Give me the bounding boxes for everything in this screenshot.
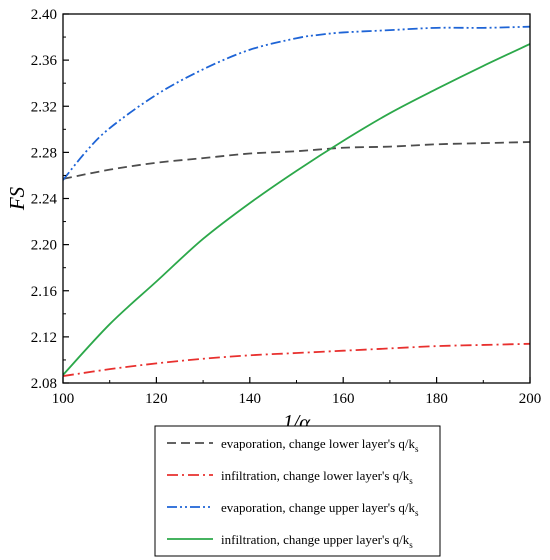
legend-label-subscript: s bbox=[415, 444, 419, 454]
x-tick-label-3: 140 bbox=[239, 391, 262, 407]
x-tick-label-1: 100 bbox=[52, 391, 75, 407]
x-tick-label-4: 160 bbox=[332, 391, 355, 407]
series-line-2 bbox=[63, 342, 530, 377]
series-line-1 bbox=[63, 141, 530, 180]
y-axis-title: FS bbox=[5, 186, 29, 211]
y-tick-label-3: 2.16 bbox=[31, 284, 58, 300]
y-tick-label-8: 2.36 bbox=[31, 53, 58, 69]
legend-label-text: infiltration, change lower layer's q/k bbox=[221, 468, 410, 483]
y-tick-label-1: 2.08 bbox=[31, 376, 57, 392]
legend-label-subscript: s bbox=[409, 476, 413, 486]
legend-label-subscript: s bbox=[415, 508, 419, 518]
legend-label-subscript: s bbox=[409, 540, 413, 550]
legend-label-text: evaporation, change upper layer's q/k bbox=[221, 500, 416, 515]
legend-label-text: infiltration, change upper layer's q/k bbox=[221, 532, 410, 547]
y-tick-label-6: 2.28 bbox=[31, 145, 57, 161]
x-tick-label-5: 180 bbox=[425, 391, 448, 407]
x-tick-label-2: 120 bbox=[145, 391, 168, 407]
legend-label-1: evaporation, change lower layer's q/ks bbox=[221, 436, 419, 454]
y-tick-label-5: 2.24 bbox=[31, 192, 58, 208]
x-tick-label-6: 200 bbox=[519, 391, 542, 407]
legend-label-4: infiltration, change upper layer's q/ks bbox=[221, 532, 413, 550]
legend-label-2: infiltration, change lower layer's q/ks bbox=[221, 468, 413, 486]
y-tick-label-7: 2.32 bbox=[31, 99, 57, 115]
legend-box bbox=[154, 425, 441, 557]
y-tick-label-9: 2.40 bbox=[31, 7, 57, 23]
legend-label-3: evaporation, change upper layer's q/ks bbox=[221, 500, 419, 518]
series-group bbox=[63, 25, 530, 377]
series-line-3 bbox=[63, 25, 530, 181]
y-tick-label-4: 2.20 bbox=[31, 238, 57, 254]
y-tick-label-2: 2.12 bbox=[31, 330, 57, 346]
legend-label-text: evaporation, change lower layer's q/k bbox=[221, 436, 416, 451]
series-line-4 bbox=[63, 43, 530, 376]
plot-frame bbox=[62, 13, 531, 384]
